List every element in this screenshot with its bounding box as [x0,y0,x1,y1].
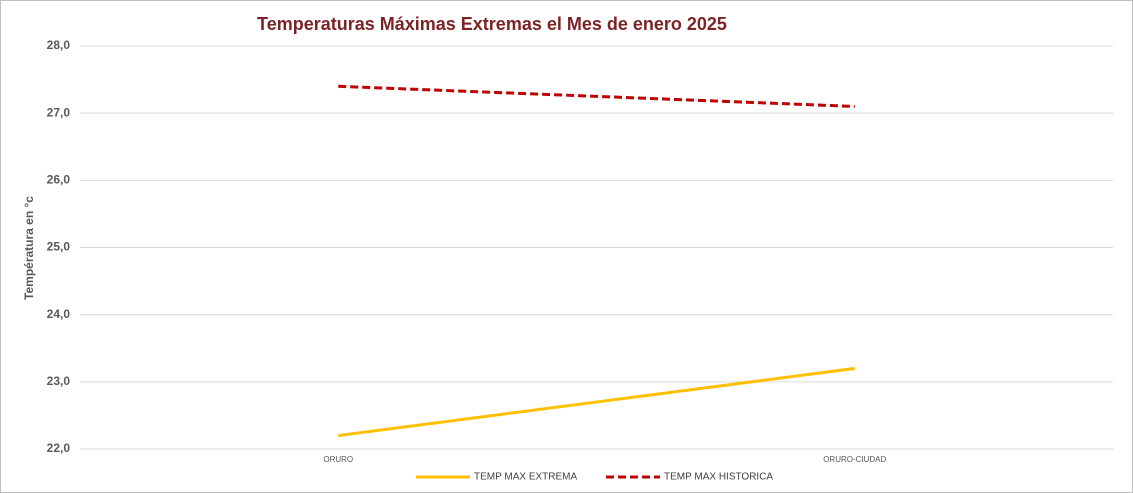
legend-label: TEMP MAX EXTREMA [474,472,577,483]
y-tick-label: 23,0 [47,374,71,388]
x-tick-label: ORURO-CIUDAD [823,455,886,464]
series-line [338,366,855,438]
y-tick-label: 24,0 [47,307,71,321]
series-line [338,84,855,108]
y-tick-label: 28,0 [47,38,71,52]
y-tick-label: 27,0 [47,105,71,119]
chart-title: Temperaturas Máximas Extremas el Mes de … [257,14,727,34]
y-tick-label: 25,0 [47,240,71,254]
y-tick-label: 26,0 [47,173,71,187]
x-tick-label: ORURO [323,455,353,464]
y-tick-label: 22,0 [47,441,71,455]
y-axis-label: Températura en °c [22,196,36,300]
legend-label: TEMP MAX HISTORICA [664,472,773,483]
